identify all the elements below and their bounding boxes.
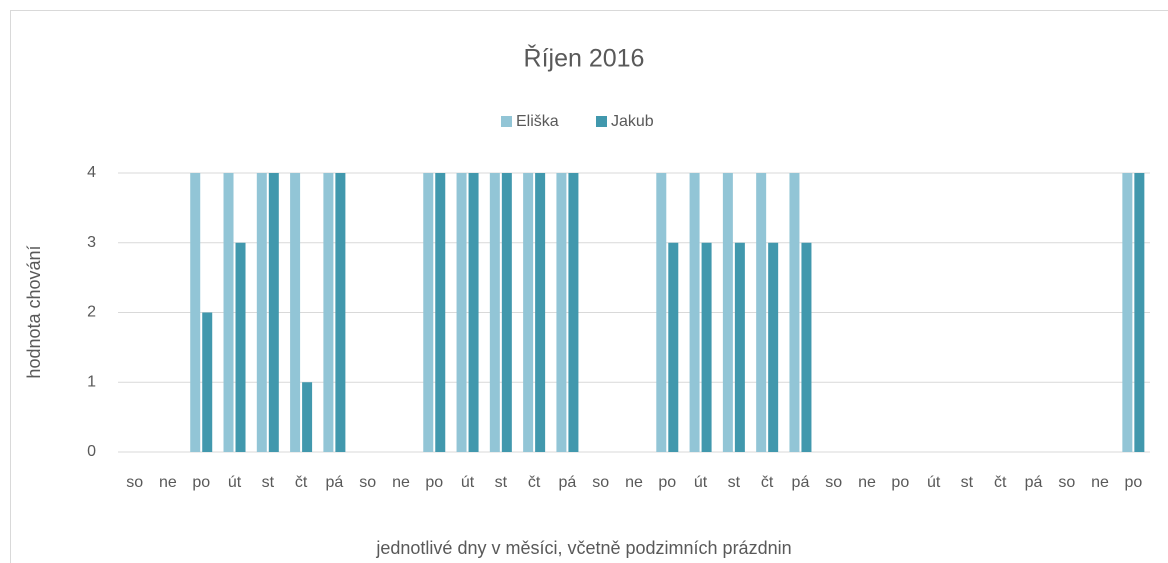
bar [323,173,334,452]
x-tick-label: po [1124,474,1142,491]
legend-label: Jakub [611,113,654,130]
x-tick-label: út [694,474,708,491]
x-tick-label: st [262,474,275,491]
x-tick-label: po [425,474,443,491]
y-tick-label: 0 [87,443,96,460]
bar [568,173,579,452]
bar [468,173,479,452]
y-tick-label: 2 [87,304,96,321]
x-tick-label: so [1058,474,1075,491]
x-tick-label: čt [528,474,541,491]
bar [789,173,800,452]
bar [202,312,213,452]
x-tick-label: ne [858,474,876,491]
x-tick-label: st [495,474,508,491]
x-tick-label: ne [625,474,643,491]
bar [456,173,467,452]
x-tick-label: út [228,474,242,491]
x-tick-label: po [192,474,210,491]
x-tick-label: čt [761,474,774,491]
x-tick-label: út [927,474,941,491]
bar [235,242,246,452]
bar [801,242,812,452]
x-tick-label: so [825,474,842,491]
bar [523,173,534,452]
x-tick-label: ne [392,474,410,491]
bar [268,173,279,452]
x-tick-label: so [592,474,609,491]
x-tick-label: so [126,474,143,491]
y-axis-label: hodnota chování [24,245,44,378]
y-tick-label: 1 [87,373,96,390]
bar [435,173,446,452]
y-tick-label: 3 [87,234,96,251]
x-tick-label: ne [1091,474,1109,491]
x-tick-label: čt [295,474,308,491]
x-tick-label: st [961,474,974,491]
legend-swatch [596,116,607,127]
x-tick-label: ne [159,474,177,491]
bar [501,173,512,452]
bar [290,173,301,452]
bar [656,173,667,452]
chart-title: Říjen 2016 [524,44,645,73]
x-tick-label: po [658,474,676,491]
bar [223,173,234,452]
x-tick-label: st [728,474,741,491]
bar [335,173,346,452]
x-tick-label: pá [792,474,810,491]
bar [768,242,779,452]
bar [701,242,712,452]
bar [722,173,733,452]
legend-label: Eliška [516,113,559,130]
bar [556,173,567,452]
bar [423,173,434,452]
bar [302,382,313,452]
y-tick-label: 4 [87,164,96,181]
bar [1122,173,1133,452]
x-tick-label: pá [559,474,577,491]
bar [190,173,201,452]
bar [1134,173,1145,452]
x-tick-label: pá [1025,474,1043,491]
bar [734,242,745,452]
bar [689,173,700,452]
bar [535,173,546,452]
x-tick-label: so [359,474,376,491]
bar [256,173,267,452]
bar [489,173,500,452]
x-tick-label: čt [994,474,1007,491]
legend-swatch [501,116,512,127]
bar [756,173,767,452]
x-tick-label: pá [325,474,343,491]
x-axis-label: jednotlivé dny v měsíci, včetně podzimní… [375,538,791,558]
bar [668,242,679,452]
x-tick-label: po [891,474,909,491]
x-tick-label: út [461,474,475,491]
